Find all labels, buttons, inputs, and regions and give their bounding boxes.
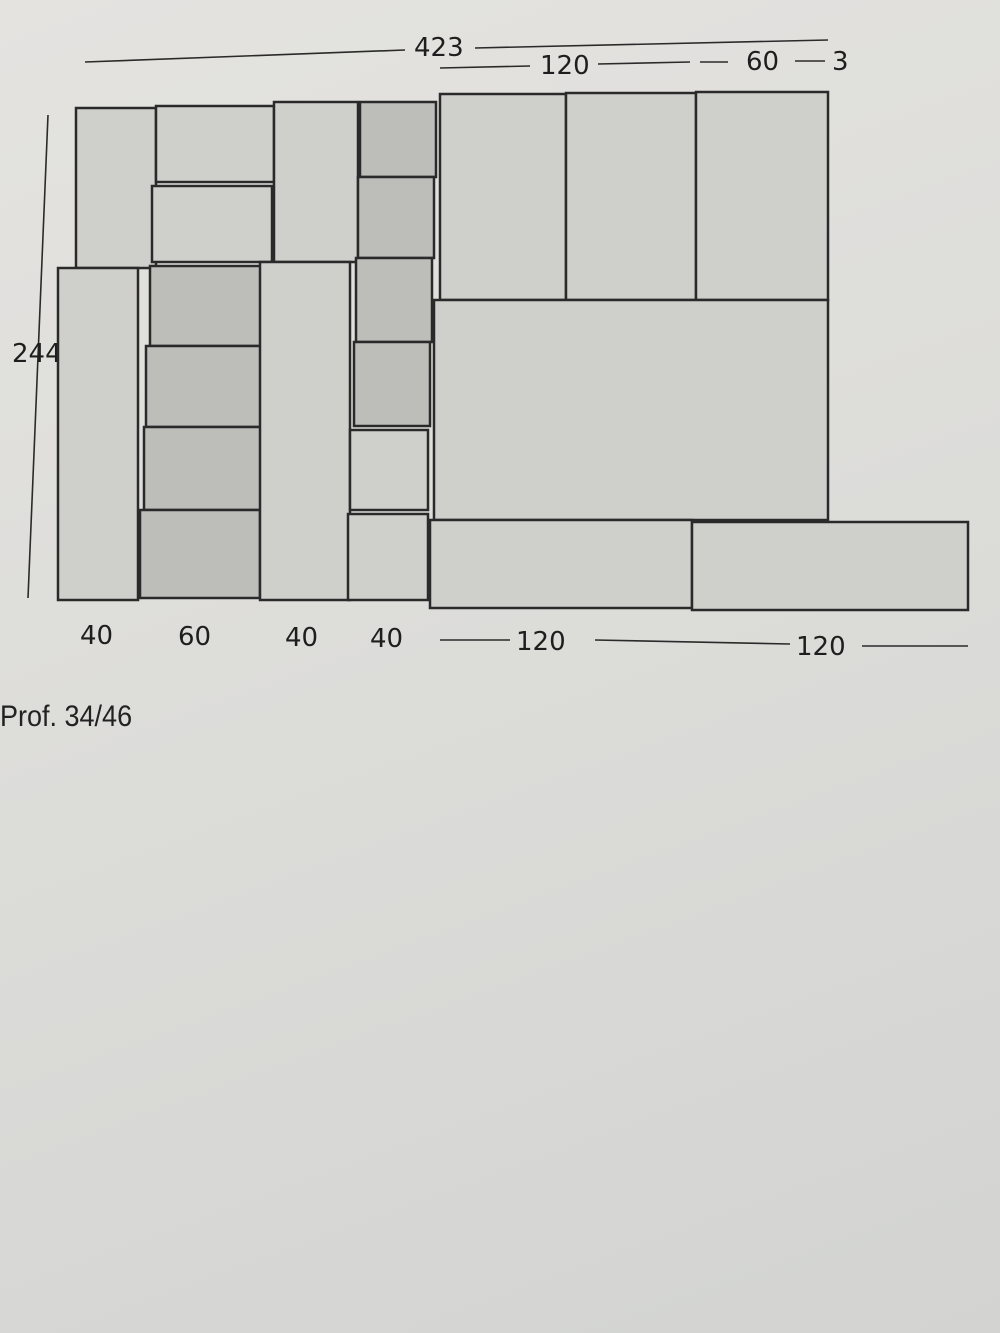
dimension-bottom-60: 60 bbox=[178, 622, 211, 652]
base-unit bbox=[428, 518, 970, 612]
dimension-height: 244 bbox=[12, 339, 62, 369]
cabinet-column-2 bbox=[138, 104, 276, 600]
cabinet-column-3 bbox=[258, 100, 360, 602]
cabinet-column-4 bbox=[346, 100, 438, 602]
dimension-top-120: 120 bbox=[540, 51, 590, 81]
dimension-top-3: 3 bbox=[832, 47, 849, 77]
back-panel bbox=[432, 298, 830, 522]
dimension-bottom-40-c: 40 bbox=[370, 624, 403, 654]
dimension-bottom-40-b: 40 bbox=[285, 623, 318, 653]
dimension-bottom-120-a: 120 bbox=[516, 627, 566, 657]
dimension-lines bbox=[27, 39, 968, 647]
cabinet-column-1 bbox=[56, 106, 158, 602]
dimension-bottom-120-b: 120 bbox=[796, 632, 846, 662]
dimension-total-width: 423 bbox=[414, 33, 464, 63]
dimension-bottom-40-a: 40 bbox=[80, 621, 113, 651]
dimension-top-60: 60 bbox=[746, 47, 779, 77]
depth-note: Prof. 34/46 bbox=[0, 700, 133, 733]
wall-unit-top bbox=[438, 90, 830, 302]
